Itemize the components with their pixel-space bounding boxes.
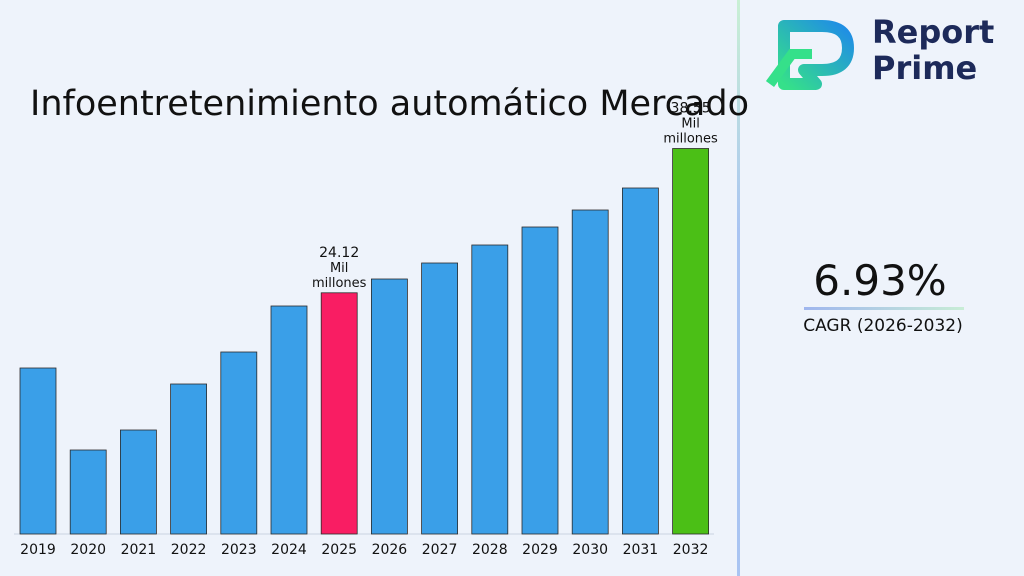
x-tick-label-2025: 2025	[321, 542, 357, 558]
x-tick-label-2024: 2024	[271, 542, 307, 558]
data-label-2025-line-3: millones	[312, 276, 367, 291]
report-prime-logo: Report Prime	[765, 14, 1006, 90]
cagr-label: CAGR (2026-2032)	[803, 316, 963, 336]
bar-2019	[19, 367, 57, 535]
x-tick-label-2021: 2021	[121, 542, 157, 558]
data-label-2032-line-2: Mil	[681, 117, 699, 132]
bar-2030	[571, 209, 609, 535]
bar-2021	[120, 429, 157, 535]
data-label-2032-line-1: 38.55	[671, 101, 711, 117]
bar-2031	[622, 187, 659, 535]
brand-name: Report Prime	[872, 14, 994, 86]
x-tick-label-2026: 2026	[372, 542, 408, 558]
bar-2020	[69, 449, 107, 535]
bar-2022	[170, 383, 208, 535]
bar-2032	[672, 148, 709, 535]
x-tick-label-2030: 2030	[572, 542, 608, 558]
x-tick-label-2031: 2031	[623, 542, 659, 558]
x-tick-label-2027: 2027	[422, 542, 458, 558]
cagr-underline	[804, 307, 964, 310]
bar-2023	[220, 351, 258, 535]
data-label-2032-line-3: millones	[663, 132, 718, 147]
x-tick-label-2019: 2019	[20, 542, 56, 558]
bar-2029	[521, 226, 559, 535]
data-label-2025-line-2: Mil	[330, 261, 348, 276]
bar-2024	[270, 305, 308, 535]
bar-2027	[421, 262, 459, 535]
brand-line-2: Prime	[872, 49, 978, 87]
data-label-2025-line-1: 24.12	[319, 245, 359, 261]
x-tick-label-2020: 2020	[70, 542, 106, 558]
bar-2028	[471, 244, 509, 535]
bar-chart: 2019 2020 2021 2022 2023 2024 2025 2026 2027 2028…	[14, 101, 718, 558]
cagr-value: 6.93%	[813, 256, 947, 305]
brand-line-1: Report	[872, 13, 995, 51]
panel-divider	[737, 0, 740, 576]
x-tick-label-2028: 2028	[472, 542, 508, 558]
x-tick-label-2029: 2029	[522, 542, 558, 558]
x-tick-label-2022: 2022	[171, 542, 207, 558]
bar-2025	[320, 292, 358, 535]
chart-title: Infoentretenimiento automático Mercado	[30, 84, 750, 124]
x-tick-label-2032: 2032	[673, 542, 709, 558]
bar-2026	[370, 278, 408, 535]
x-tick-label-2023: 2023	[221, 542, 257, 558]
report-prime-logo-icon	[765, 20, 854, 90]
